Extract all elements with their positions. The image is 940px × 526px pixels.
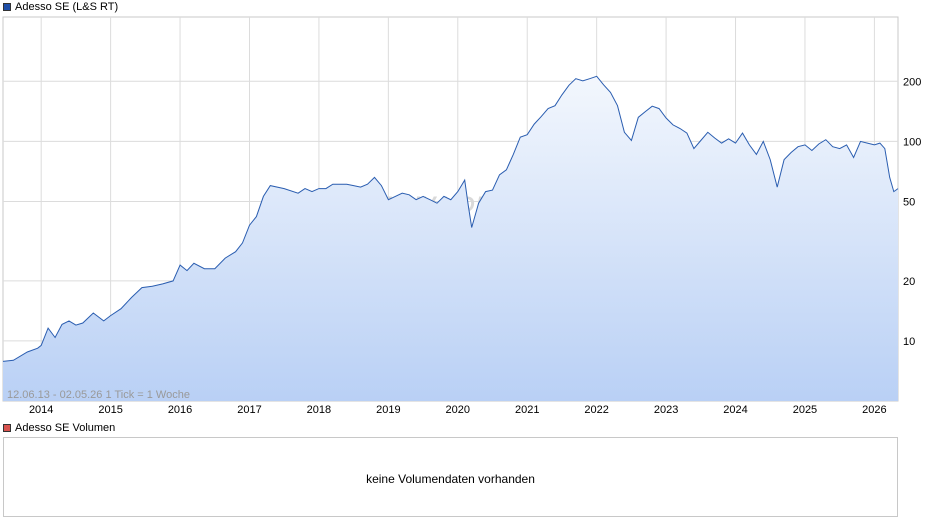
y-tick-label: 200: [903, 76, 921, 88]
y-tick-label: 50: [903, 196, 915, 208]
price-legend-label: Adesso SE (L&S RT): [15, 1, 119, 13]
x-tick-label: 2023: [654, 404, 678, 416]
x-tick-label: 2021: [515, 404, 539, 416]
x-tick-label: 2022: [584, 404, 608, 416]
x-tick-label: 2024: [723, 404, 747, 416]
x-tick-label: 2014: [29, 404, 53, 416]
price-line: [2, 75, 899, 362]
x-tick-label: 2017: [237, 404, 261, 416]
price-legend-swatch: [3, 3, 11, 11]
volume-empty-message: keine Volumendaten vorhanden: [366, 472, 535, 486]
price-legend: Adesso SE (L&S RT): [3, 0, 118, 14]
volume-legend-swatch: [3, 424, 11, 432]
x-axis: 2014 2015 2016 2017 2018 2019 2020 2021 2022 2023…: [29, 404, 887, 416]
x-tick-label: 2018: [307, 404, 331, 416]
price-area: [3, 76, 898, 402]
volume-panel: keine Volumendaten vorhanden: [3, 437, 898, 517]
x-tick-label: 2016: [168, 404, 192, 416]
range-info: 12.06.13 - 02.05.26 1 Tick = 1 Woche: [7, 389, 190, 401]
y-tick-label: 20: [903, 276, 915, 288]
x-tick-label: 2019: [376, 404, 400, 416]
y-tick-label: 10: [903, 336, 915, 348]
x-tick-label: 2025: [793, 404, 817, 416]
y-tick-label: 100: [903, 136, 921, 148]
x-tick-label: 2020: [446, 404, 470, 416]
x-tick-label: 2026: [862, 404, 886, 416]
x-tick-label: 2015: [98, 404, 122, 416]
y-axis: 10 20 50 100 200: [903, 76, 921, 348]
volume-legend-label: Adesso SE Volumen: [15, 422, 116, 434]
volume-legend: Adesso SE Volumen: [3, 421, 115, 435]
